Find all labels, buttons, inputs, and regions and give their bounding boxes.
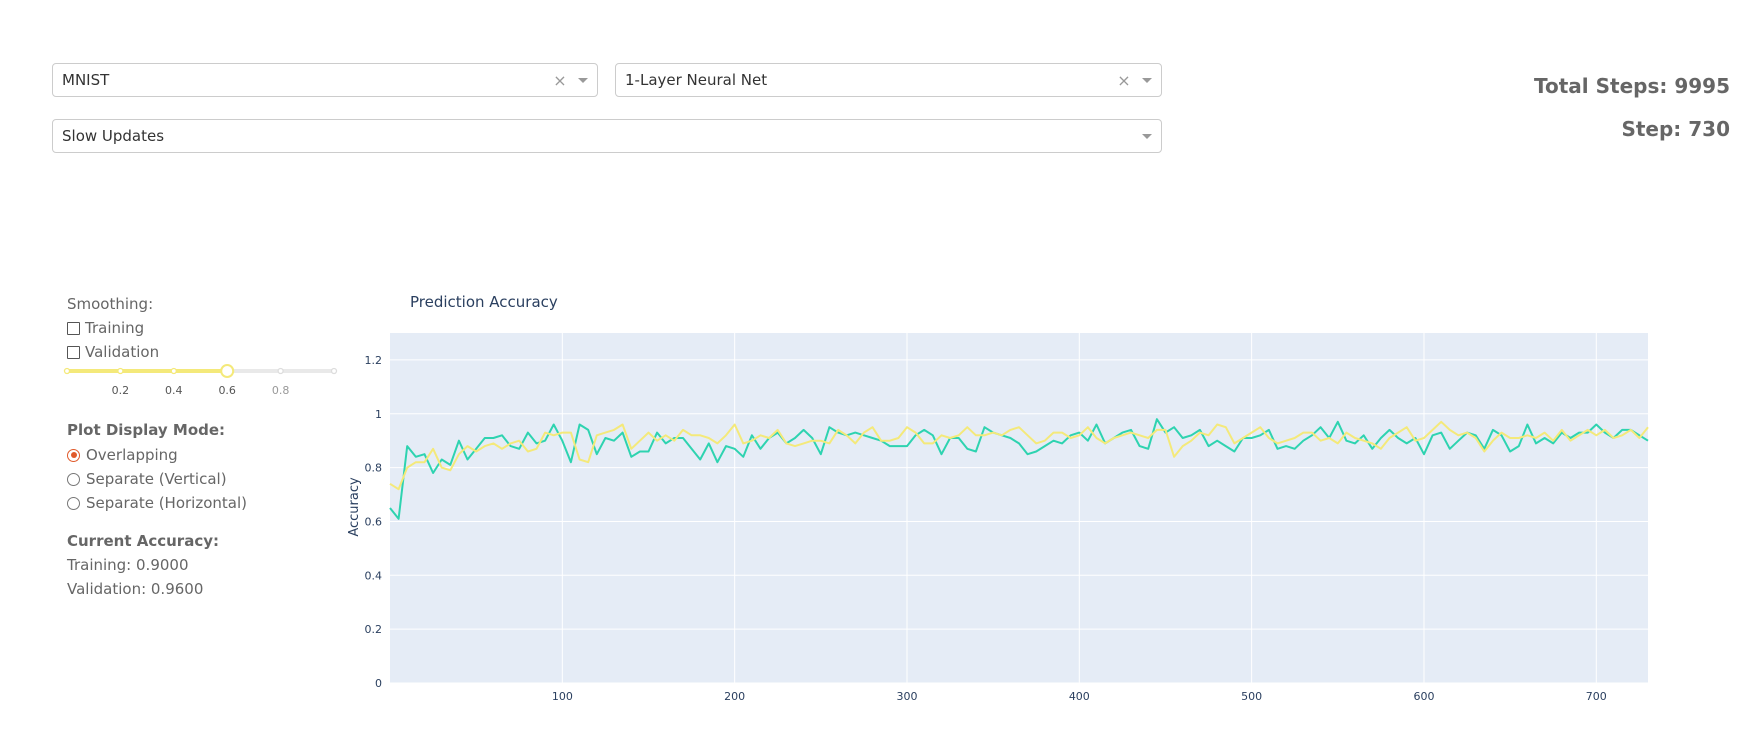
- y-tick-label: 0.2: [365, 623, 383, 636]
- slider-dot[interactable]: [117, 367, 124, 375]
- chart-title: Prediction Accuracy: [410, 293, 558, 311]
- model-chevron-down-icon[interactable]: [1133, 78, 1161, 83]
- training-smoothing-checkbox-row[interactable]: Training: [67, 319, 144, 337]
- slider-dot[interactable]: [277, 367, 284, 375]
- y-tick-label: 1.2: [365, 354, 383, 367]
- radio-option-separate-vertical[interactable]: Separate (Vertical): [67, 470, 227, 488]
- radio-separate-vertical[interactable]: [67, 472, 80, 486]
- radio-separate-horizontal-label: Separate (Horizontal): [86, 494, 247, 512]
- validation-accuracy-value: Validation: 0.9600: [67, 580, 204, 598]
- training-accuracy-value: Training: 0.9000: [67, 556, 189, 574]
- y-tick-label: 0.6: [365, 515, 383, 528]
- x-tick-label: 300: [896, 690, 917, 703]
- slider-handle[interactable]: [220, 364, 235, 378]
- slider-dot[interactable]: [170, 367, 177, 375]
- y-tick-label: 0.8: [365, 462, 383, 475]
- training-accuracy-line: [389, 418, 1649, 520]
- x-tick-label: 200: [724, 690, 745, 703]
- model-dropdown-value: 1-Layer Neural Net: [625, 71, 768, 89]
- slider-mark-label: 0.8: [272, 384, 290, 397]
- y-tick-label: 1: [375, 408, 382, 421]
- radio-separate-horizontal[interactable]: [67, 496, 80, 510]
- slider-mark-label: 0.6: [218, 384, 236, 397]
- x-tick-label: 700: [1586, 690, 1607, 703]
- smoothing-label: Smoothing:: [67, 295, 154, 313]
- radio-overlapping[interactable]: [67, 448, 80, 462]
- dataset-dropdown[interactable]: MNIST ×: [52, 63, 598, 97]
- slider-dot[interactable]: [330, 367, 338, 375]
- dataset-clear-icon[interactable]: ×: [553, 70, 567, 90]
- x-tick-label: 500: [1241, 690, 1262, 703]
- update-speed-dropdown[interactable]: Slow Updates: [52, 119, 1162, 153]
- current-accuracy-label: Current Accuracy:: [67, 532, 219, 550]
- slider-dot[interactable]: [63, 367, 71, 375]
- current-step-label: Step: 730: [1621, 117, 1730, 141]
- slider-mark-label: 0.2: [112, 384, 129, 397]
- validation-smoothing-checkbox[interactable]: [67, 345, 80, 359]
- model-clear-icon[interactable]: ×: [1117, 70, 1131, 90]
- radio-overlapping-label: Overlapping: [86, 446, 178, 464]
- radio-option-separate-horizontal[interactable]: Separate (Horizontal): [67, 494, 247, 512]
- training-smoothing-checkbox[interactable]: [67, 321, 80, 335]
- accuracy-chart: Prediction Accuracy 0 0.2 0.4 0.6 0.8 1 1.2 10…: [347, 293, 1649, 703]
- radio-option-overlapping[interactable]: Overlapping: [67, 446, 178, 464]
- y-tick-label: 0.4: [365, 569, 383, 582]
- radio-separate-vertical-label: Separate (Vertical): [86, 470, 227, 488]
- y-axis-label: Accuracy: [347, 477, 362, 537]
- validation-smoothing-checkbox-row[interactable]: Validation: [67, 343, 159, 361]
- training-smoothing-label: Training: [85, 319, 145, 337]
- x-tick-label: 400: [1069, 690, 1090, 703]
- validation-accuracy-line: [389, 420, 1649, 491]
- validation-smoothing-label: Validation: [85, 343, 160, 361]
- dataset-chevron-down-icon[interactable]: [569, 78, 597, 83]
- slider-mark-label: 0.4: [165, 384, 183, 397]
- plot-display-mode-label: Plot Display Mode:: [67, 421, 226, 439]
- smoothing-slider[interactable]: 0.2 0.4 0.6 0.8: [55, 360, 345, 400]
- model-dropdown[interactable]: 1-Layer Neural Net ×: [615, 63, 1162, 97]
- x-tick-label: 100: [552, 690, 573, 703]
- total-steps-label: Total Steps: 9995: [1534, 74, 1730, 98]
- dataset-dropdown-value: MNIST: [62, 71, 110, 89]
- update-speed-dropdown-value: Slow Updates: [62, 127, 165, 145]
- y-tick-label: 0: [375, 677, 382, 690]
- update-speed-chevron-down-icon[interactable]: [1133, 134, 1161, 139]
- x-tick-label: 600: [1413, 690, 1434, 703]
- plot-area: [390, 333, 1648, 683]
